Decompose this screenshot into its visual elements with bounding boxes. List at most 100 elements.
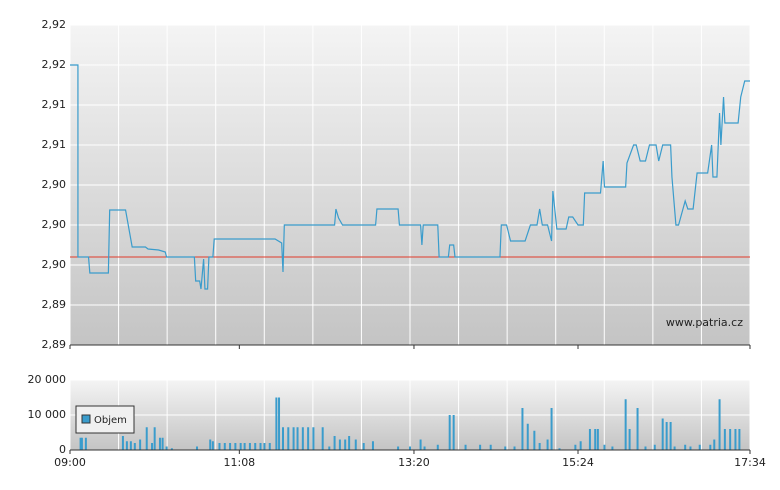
volume-bar: [248, 443, 251, 450]
volume-bar: [452, 415, 455, 450]
volume-bar: [354, 439, 357, 450]
y-tick-label: 0: [59, 443, 66, 456]
y-tick-label: 2,90: [42, 258, 67, 271]
volume-bar: [307, 427, 310, 450]
chart-layer: 2,89 2,89 2,90 2,90 2,90 2,91 2,91 2,92 2,92 0 10 …: [28, 18, 766, 469]
volume-bar: [624, 399, 627, 450]
volume-bar: [673, 446, 676, 450]
volume-bar: [596, 429, 599, 450]
volume-bar: [504, 446, 507, 450]
legend: Objem: [75, 405, 135, 434]
y-tick-label: 2,92: [42, 18, 67, 31]
volume-bar: [229, 443, 232, 450]
volume-bar: [362, 443, 365, 450]
volume-bar: [348, 436, 351, 450]
volume-bar: [644, 446, 647, 450]
volume-bar: [121, 436, 124, 450]
volume-bar: [419, 439, 422, 450]
y-tick-label: 2,92: [42, 58, 67, 71]
volume-bar: [371, 441, 374, 450]
volume-bar: [489, 444, 492, 450]
volume-bar: [218, 443, 221, 450]
volume-bar: [139, 439, 142, 450]
volume-bar: [513, 446, 516, 450]
volume-bar: [145, 427, 148, 450]
volume-bar: [158, 437, 161, 450]
volume-bar: [321, 427, 324, 450]
x-tick-label: 15:24: [562, 456, 594, 469]
volume-bar: [328, 446, 331, 450]
y-tick-label: 2,90: [42, 178, 67, 191]
legend-swatch: [81, 414, 91, 424]
volume-bar: [628, 429, 631, 450]
y-tick-label: 2,90: [42, 218, 67, 231]
volume-bar: [661, 418, 664, 450]
volume-bar: [653, 444, 656, 450]
volume-bar: [80, 437, 83, 450]
volume-bar: [713, 439, 716, 450]
volume-bar: [684, 444, 687, 450]
volume-bar: [689, 446, 692, 450]
volume-bar: [533, 430, 536, 450]
x-tick-label: 13:20: [398, 456, 430, 469]
volume-bar: [268, 443, 271, 450]
volume-bar: [129, 441, 132, 450]
volume-bar: [521, 408, 524, 450]
volume-bar: [239, 443, 242, 450]
y-tick-label: 20 000: [28, 373, 67, 386]
volume-bar: [153, 427, 156, 450]
volume-bar: [165, 446, 168, 450]
volume-bar: [734, 429, 737, 450]
volume-bar: [558, 448, 561, 450]
volume-bar: [223, 443, 226, 450]
volume-bar: [125, 441, 128, 450]
volume-bar: [579, 441, 582, 450]
volume-bar: [397, 446, 400, 450]
volume-bar: [338, 439, 341, 450]
volume-bar: [436, 444, 439, 450]
volume-bar: [550, 408, 553, 450]
volume-bar: [738, 429, 741, 450]
volume-bar: [254, 443, 257, 450]
y-tick-label: 2,91: [42, 138, 67, 151]
volume-bar: [526, 423, 529, 450]
volume-bar: [409, 446, 411, 450]
volume-bar: [723, 429, 726, 450]
x-tick-label: 17:34: [734, 456, 766, 469]
volume-bar: [84, 437, 87, 450]
volume-bar: [344, 439, 347, 450]
volume-bar: [79, 437, 82, 450]
volume-bar: [287, 427, 290, 450]
x-tick-label: 09:00: [54, 456, 86, 469]
volume-bar: [263, 443, 266, 450]
volume-bar: [546, 439, 549, 450]
volume-bar: [333, 436, 336, 450]
volume-bar: [665, 422, 668, 450]
volume-bar: [278, 397, 281, 450]
volume-bar: [275, 397, 278, 450]
volume-bar: [234, 443, 237, 450]
volume-bar: [448, 415, 451, 450]
volume-bar: [588, 429, 591, 450]
volume-bar: [209, 439, 212, 450]
volume-bar: [669, 422, 672, 450]
volume-bar: [296, 427, 299, 450]
volume-bar: [538, 443, 541, 450]
volume-bar: [603, 444, 606, 450]
price-line: [70, 64, 750, 290]
volume-bar: [170, 448, 173, 450]
volume-bar: [464, 444, 467, 450]
volume-bar: [259, 443, 262, 450]
y-tick-label: 10 000: [28, 408, 67, 421]
legend-label: Objem: [94, 415, 127, 426]
volume-bar: [423, 446, 426, 450]
volume-bar: [292, 427, 295, 450]
volume-bar: [636, 408, 639, 450]
volume-bar: [611, 446, 614, 450]
volume-bar: [151, 443, 154, 450]
volume-bar: [161, 437, 164, 450]
volume-bar: [479, 444, 482, 450]
volume-bar: [133, 443, 136, 450]
volume-bar: [698, 444, 701, 450]
